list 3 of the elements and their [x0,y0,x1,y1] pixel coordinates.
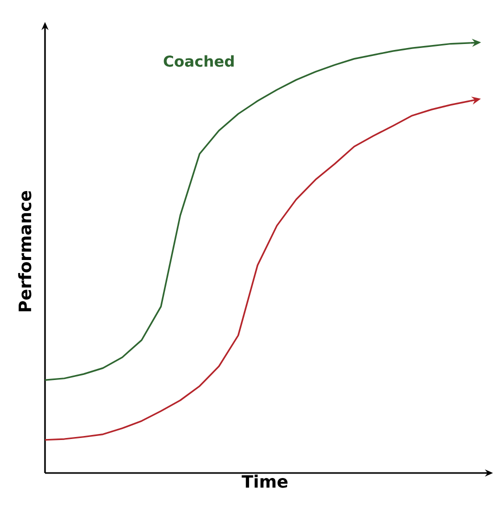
text: Coached [164,55,234,67]
x-axis-title: Time [242,474,288,488]
y-axis-title: Performance [18,190,32,312]
